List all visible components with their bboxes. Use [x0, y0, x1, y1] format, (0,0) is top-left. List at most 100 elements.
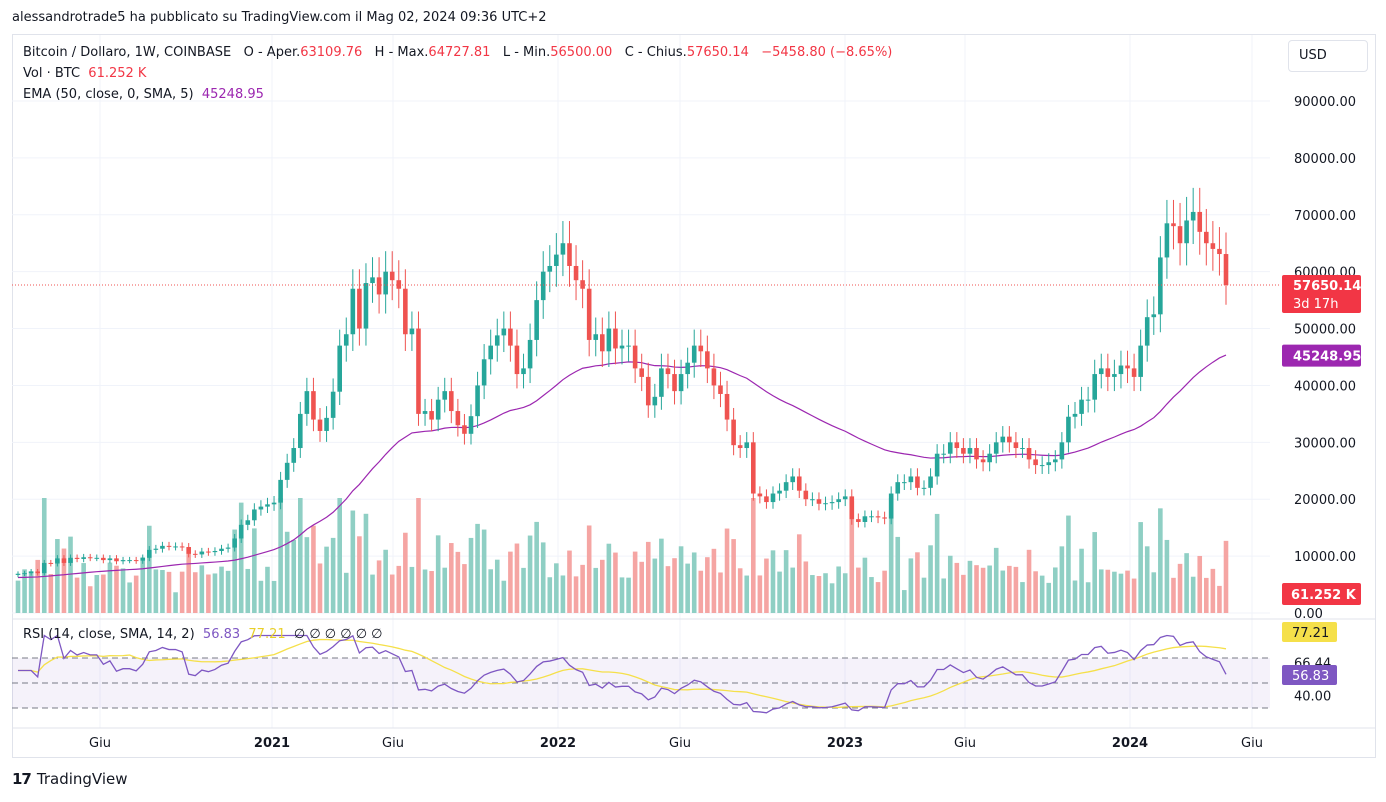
last-price-tag	[1282, 275, 1361, 314]
candle-body	[934, 453, 940, 477]
rsi-tick-label: 40.00	[1294, 690, 1331, 705]
candle-body	[74, 557, 80, 559]
volume-bar	[508, 551, 513, 613]
volume-bar	[954, 562, 960, 613]
volume-bar	[468, 537, 474, 613]
volume-bar	[783, 550, 789, 613]
legend-ema[interactable]: EMA (50, close, 0, SMA, 5) 45248.95	[23, 87, 264, 102]
volume-bar	[238, 502, 244, 613]
price-tick-label: 20000.00	[1294, 493, 1356, 508]
candle-body	[527, 339, 533, 369]
candle-body	[140, 557, 146, 561]
candle-body	[586, 288, 592, 340]
candle-body	[600, 334, 605, 352]
candle-body	[68, 557, 73, 563]
candle-body	[357, 288, 362, 329]
currency-button[interactable]: USD	[1288, 40, 1368, 72]
legend-rsi-ma-value: 77.21	[248, 627, 286, 642]
candle-body	[514, 345, 520, 375]
legend-volume[interactable]: Vol · BTC 61.252 K	[23, 66, 146, 81]
volume-bar	[1105, 569, 1111, 613]
volume-bar	[298, 498, 303, 613]
volume-bar	[265, 566, 270, 613]
candle-body	[449, 391, 454, 412]
countdown-label: 3d 17h	[1293, 297, 1338, 312]
candle-body	[1204, 231, 1209, 244]
candle-body	[698, 345, 704, 352]
candle-body	[1197, 211, 1203, 232]
volume-bar	[252, 528, 257, 613]
volume-bar	[107, 562, 113, 613]
candle-body	[468, 416, 474, 434]
volume-bar	[947, 555, 953, 613]
candle-body	[1210, 243, 1216, 249]
candle-body	[685, 362, 690, 375]
x-axis-label: 2022	[540, 736, 576, 751]
volume-bar	[284, 531, 290, 613]
volume-bar	[1138, 522, 1143, 613]
candle-body	[245, 520, 251, 525]
volume-bar	[632, 551, 638, 613]
volume-bar	[902, 590, 907, 613]
volume-bar	[724, 528, 730, 613]
legend-symbol[interactable]: Bitcoin / Dollaro, 1W, COINBASE	[23, 45, 232, 60]
candle-body	[842, 496, 848, 500]
candle-body	[416, 328, 421, 414]
volume-bar	[665, 566, 671, 613]
volume-bar	[41, 498, 47, 613]
candle-body	[1131, 368, 1137, 377]
volume-bar	[974, 565, 979, 613]
candle-body	[1072, 413, 1078, 417]
candle-body	[206, 551, 211, 553]
candle-body	[1039, 465, 1045, 467]
candle-body	[869, 516, 874, 518]
rsi-tag-label: 56.83	[1292, 669, 1329, 684]
ema-line	[17, 354, 1227, 579]
volume-tag-label: 61.252 K	[1291, 588, 1357, 603]
volume-bar	[370, 574, 375, 613]
ema-price-label: 45248.95	[1293, 350, 1361, 365]
volume-bar	[61, 548, 67, 613]
volume-bar	[619, 577, 625, 613]
volume-bar	[593, 567, 599, 613]
candle-body	[147, 549, 152, 558]
legend-rsi[interactable]: RSI (14, close, SMA, 14, 2) 56.83 77.21 …	[23, 627, 383, 642]
candle-body	[94, 557, 100, 559]
volume-bar	[849, 501, 855, 613]
volume-bar	[153, 569, 159, 613]
candle-body	[107, 558, 113, 561]
price-tick-label: 50000.00	[1294, 323, 1356, 338]
candle-body	[87, 557, 93, 559]
candle-body	[101, 557, 106, 561]
volume-bar	[1079, 548, 1084, 613]
candle-body	[888, 493, 894, 519]
candle-body	[1059, 442, 1065, 460]
volume-bar	[869, 577, 874, 613]
candle-body	[540, 271, 546, 301]
candle-body	[232, 538, 237, 548]
candle-body	[343, 334, 349, 346]
volume-bar	[987, 565, 992, 613]
candle-body	[435, 399, 441, 420]
tradingview-logo-icon: 17	[12, 770, 32, 788]
volume-bar	[225, 570, 231, 613]
candle-body	[895, 482, 901, 494]
volume-bar	[120, 568, 126, 613]
rsi-tag	[1282, 665, 1337, 685]
volume-bar	[567, 550, 572, 613]
volume-bar	[501, 580, 507, 613]
volume-bar	[796, 534, 802, 613]
volume-bar	[1204, 577, 1209, 613]
candle-body	[711, 368, 717, 386]
candle-body	[875, 516, 881, 518]
volume-bar	[324, 546, 329, 613]
candle-body	[81, 557, 86, 559]
volume-bar	[383, 549, 388, 613]
candle-body	[856, 519, 861, 522]
candle-body	[1164, 223, 1170, 258]
volume-bar	[1223, 540, 1229, 613]
brand[interactable]: 17 TradingView	[12, 770, 128, 788]
volume-bar	[278, 498, 283, 613]
candle-body	[160, 545, 165, 549]
